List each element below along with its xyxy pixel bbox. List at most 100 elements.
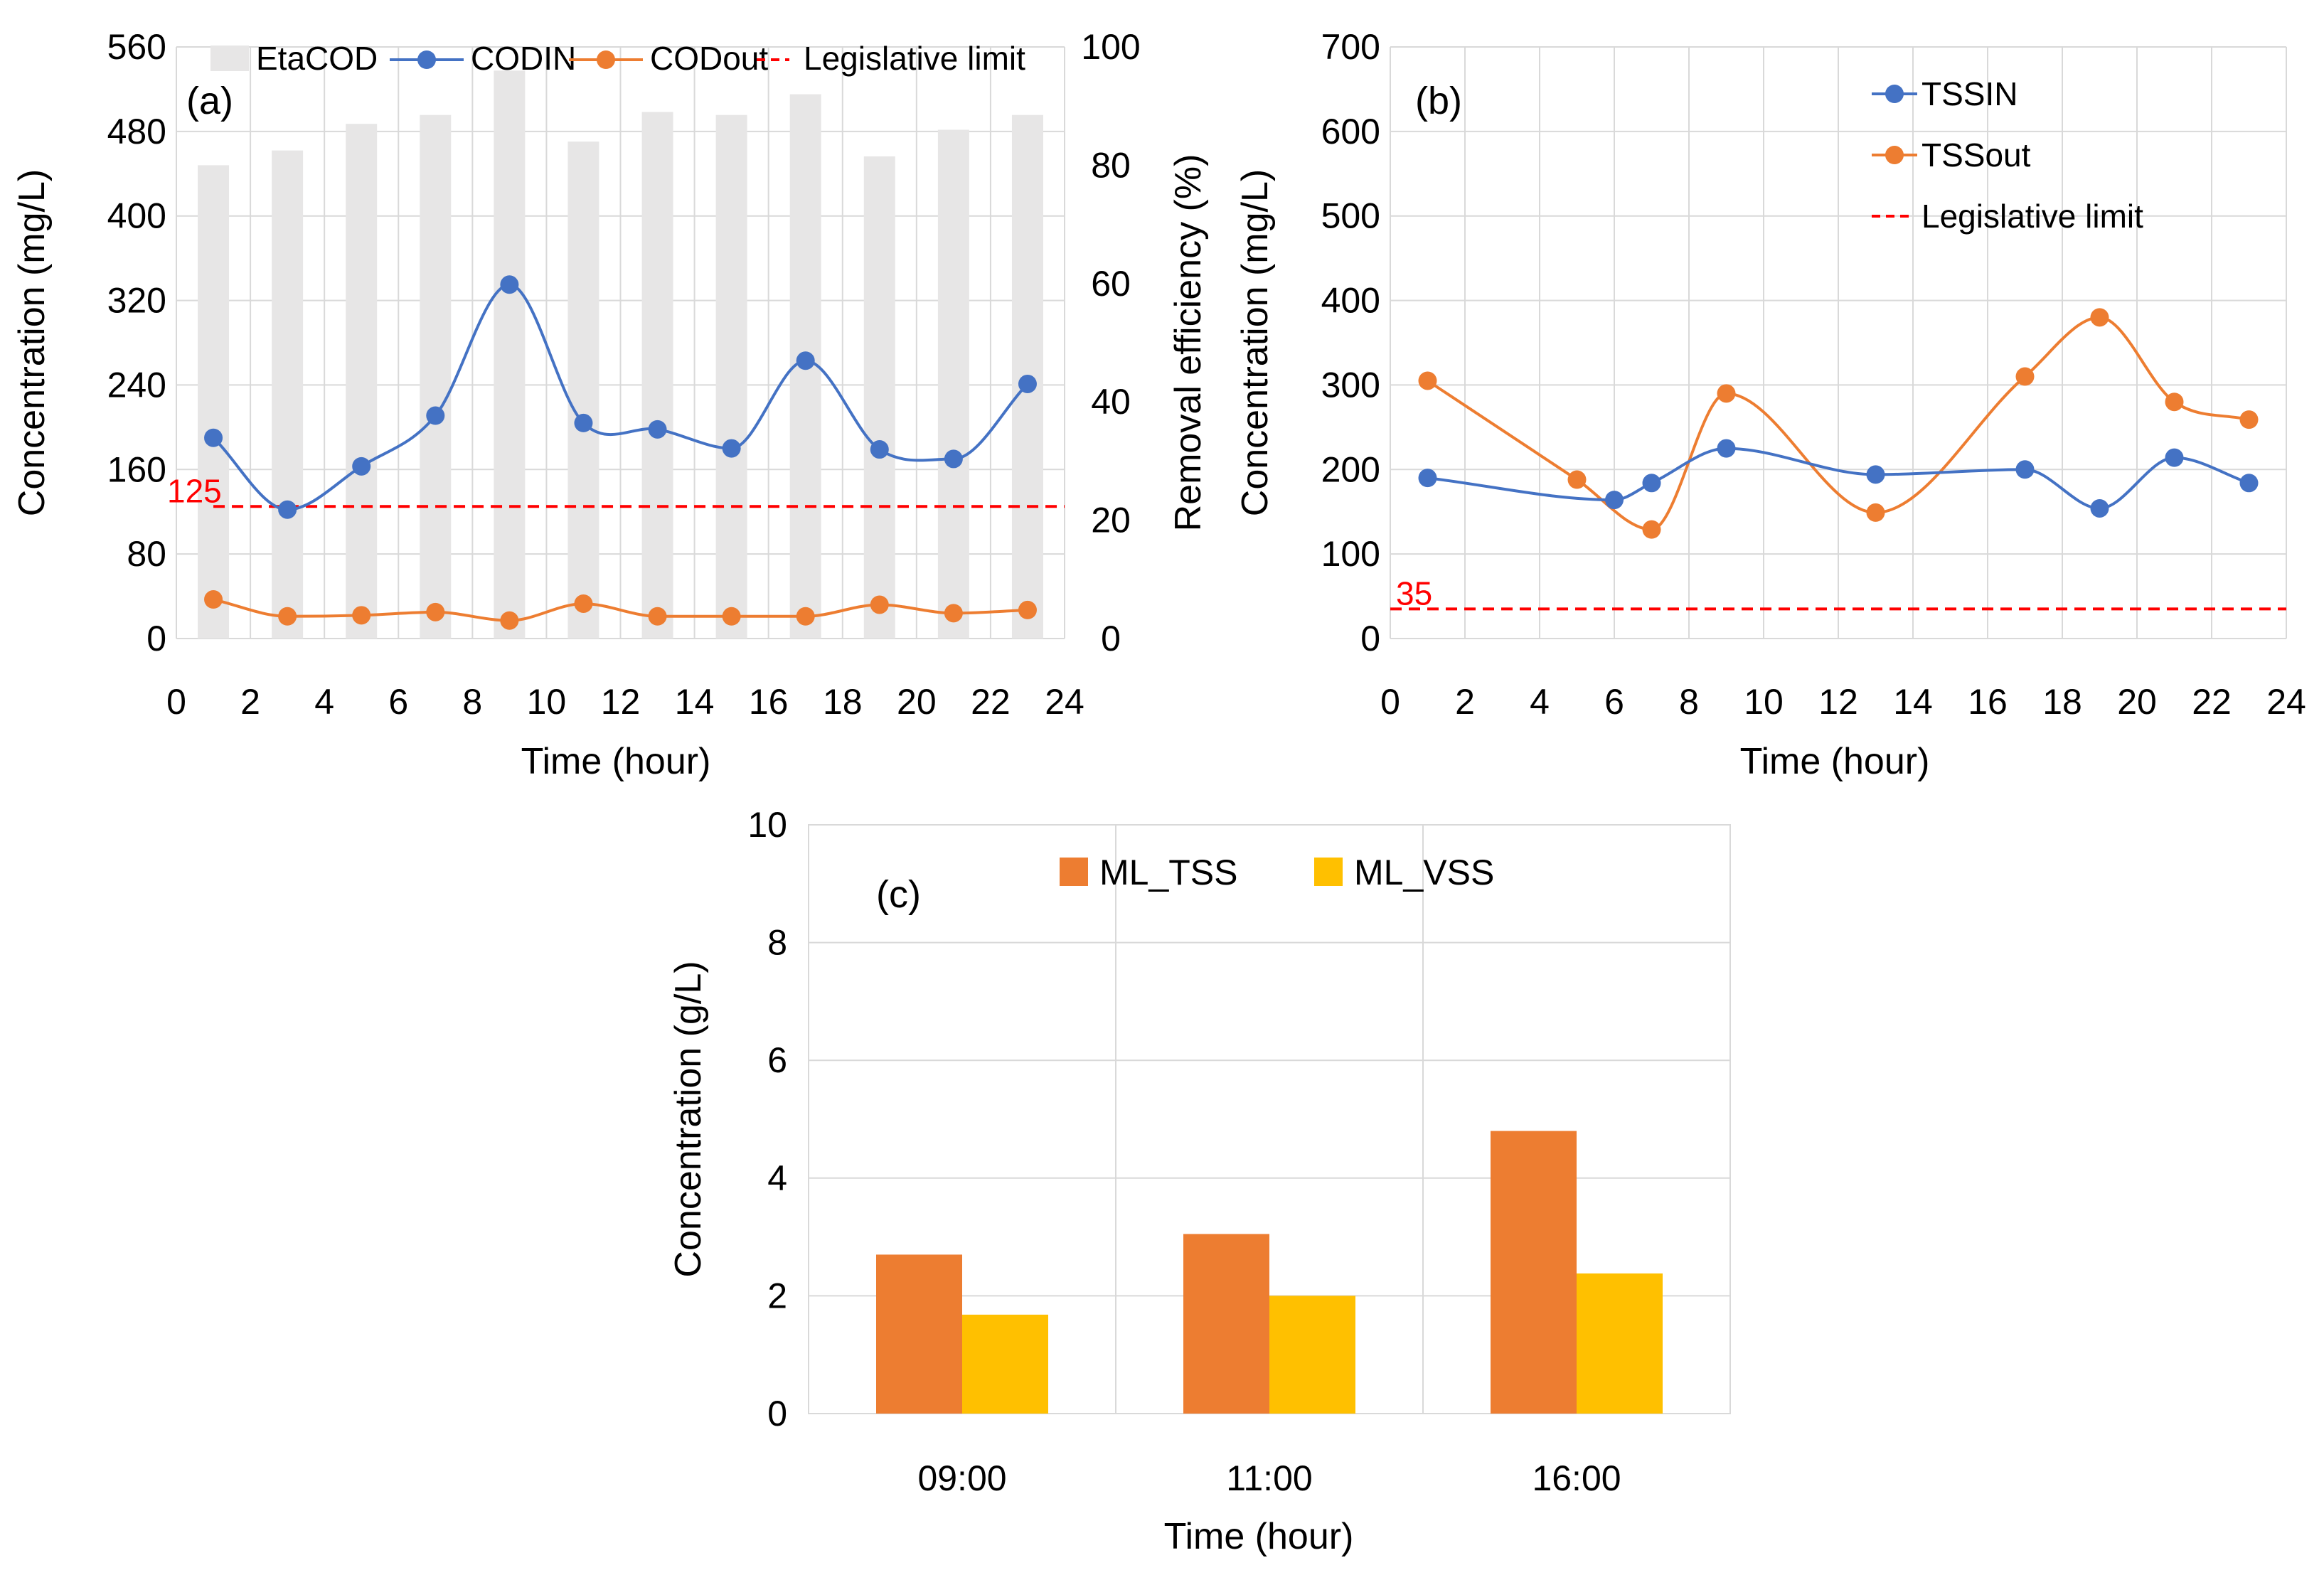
a-legend-swatch-etacod: [210, 46, 249, 71]
a-xtick-10: 10: [527, 682, 567, 722]
b-xtick-18: 18: [2042, 682, 2082, 722]
b-ytick-700: 700: [1321, 27, 1380, 67]
a-point-codout-13: [648, 607, 667, 626]
b-point-tssout-19: [2090, 308, 2109, 327]
b-point-tssin-1: [1418, 469, 1437, 488]
c-legend-label-ml-tss: ML_TSS: [1099, 853, 1238, 892]
b-point-tssout-13: [1866, 503, 1885, 522]
b-point-tssin-13: [1866, 465, 1885, 484]
b-point-tssout-5: [1567, 470, 1587, 489]
a-point-codout-23: [1018, 600, 1037, 619]
b-legend-marker-tssin: [1885, 85, 1904, 103]
b-xtick-6: 6: [1604, 682, 1624, 722]
a-bar-etacod-19: [863, 156, 895, 639]
a-bar-etacod-3: [272, 150, 304, 639]
a-legend-marker-codin: [417, 50, 436, 69]
c-bar-ml-tss-09-00: [876, 1254, 962, 1414]
c-xtick-11-00: 11:00: [1226, 1458, 1312, 1498]
a-point-codin-7: [426, 406, 445, 425]
b-point-tssin-19: [2090, 498, 2109, 518]
a-bar-etacod-1: [198, 165, 230, 639]
a-bar-etacod-13: [641, 112, 673, 639]
b-ytick-200: 200: [1321, 449, 1380, 489]
a-point-codout-7: [426, 602, 445, 621]
a-y2label: Removal efficiency (%): [1168, 154, 1209, 532]
a-bar-etacod-11: [567, 141, 599, 639]
a-ytick-560: 560: [107, 27, 166, 67]
a-point-codin-9: [500, 275, 519, 294]
c-bar-ml-tss-16-00: [1491, 1131, 1577, 1414]
a-legend-marker-codout: [597, 50, 615, 69]
b-xtick-2: 2: [1455, 682, 1475, 722]
b-point-tssin-21: [2165, 448, 2184, 467]
a-point-codout-21: [944, 604, 963, 623]
a-point-codin-23: [1018, 374, 1037, 393]
b-legend-label-limit: Legislative limit: [1921, 198, 2143, 235]
a-point-codout-1: [204, 590, 223, 609]
c-panel-label: (c): [876, 873, 921, 916]
a-point-codin-5: [352, 456, 371, 476]
a-legend-label-limit: Legislative limit: [804, 40, 1025, 77]
a-point-codout-17: [796, 607, 815, 626]
b-ytick-100: 100: [1321, 534, 1380, 574]
a-y2tick-20: 20: [1091, 501, 1131, 540]
b-point-tssout-17: [2015, 367, 2035, 386]
c-bar-ml-vss-11-00: [1269, 1296, 1355, 1414]
b-point-tssout-9: [1717, 384, 1736, 403]
c-ytick-10: 10: [747, 805, 787, 845]
a-xtick-20: 20: [897, 682, 937, 722]
a-y2tick-0: 0: [1101, 619, 1121, 658]
c-legend-swatch-ml-vss: [1314, 858, 1343, 886]
a-ytick-400: 400: [107, 196, 166, 236]
a-legend-label-codout: CODout: [650, 40, 768, 77]
b-point-tssin-23: [2239, 474, 2259, 493]
c-bar-ml-vss-09-00: [962, 1314, 1048, 1414]
c-legend-swatch-ml-tss: [1060, 858, 1088, 886]
a-ytick-480: 480: [107, 112, 166, 151]
b-ytick-300: 300: [1321, 365, 1380, 405]
a-xtick-18: 18: [823, 682, 863, 722]
a-legend-label-etacod: EtaCOD: [256, 40, 378, 77]
b-point-tssin-7: [1642, 474, 1661, 493]
a-ytick-80: 80: [127, 534, 166, 574]
a-point-codout-9: [500, 611, 519, 630]
a-bar-etacod-7: [420, 114, 452, 639]
b-xtick-20: 20: [2117, 682, 2157, 722]
a-point-codin-15: [722, 439, 741, 458]
a-point-codout-19: [870, 595, 889, 614]
b-point-tssin-9: [1717, 439, 1736, 458]
chart-panel-c: 09:00 11:00 16:00 0 2 4 6 8 10 Time (hour) Concent…: [668, 805, 1731, 1557]
b-xtick-10: 10: [1744, 682, 1784, 722]
b-limit-label: 35: [1396, 575, 1432, 612]
a-ytick-240: 240: [107, 365, 166, 405]
a-xtick-6: 6: [388, 682, 408, 722]
a-y2tick-60: 60: [1091, 264, 1131, 304]
b-line-tssout: [1427, 316, 2249, 531]
a-xtick-8: 8: [462, 682, 482, 722]
b-ylabel: Concentration (mg/L): [1235, 169, 1276, 516]
b-xtick-12: 12: [1818, 682, 1858, 722]
b-point-tssin-6: [1605, 491, 1624, 510]
b-point-tssin-17: [2015, 460, 2035, 479]
a-xtick-16: 16: [749, 682, 789, 722]
b-point-tssout-23: [2239, 410, 2259, 429]
b-ytick-500: 500: [1321, 196, 1380, 236]
a-ylabel: Concentration (mg/L): [11, 169, 53, 516]
a-xtick-22: 22: [971, 682, 1011, 722]
b-xtick-14: 14: [1893, 682, 1933, 722]
a-xtick-12: 12: [601, 682, 641, 722]
c-xtick-16-00: 16:00: [1532, 1458, 1621, 1498]
b-xtick-24: 24: [2266, 682, 2306, 722]
a-point-codin-19: [870, 440, 889, 459]
b-xlabel: Time (hour): [1740, 741, 1930, 782]
b-xtick-0: 0: [1380, 682, 1400, 722]
b-panel-label: (b): [1415, 80, 1462, 122]
a-ytick-320: 320: [107, 281, 166, 321]
c-ytick-8: 8: [767, 923, 787, 963]
a-bar-etacod-15: [715, 114, 747, 639]
c-ytick-0: 0: [767, 1394, 787, 1433]
a-xtick-14: 14: [675, 682, 715, 722]
a-panel-label: (a): [186, 80, 233, 122]
